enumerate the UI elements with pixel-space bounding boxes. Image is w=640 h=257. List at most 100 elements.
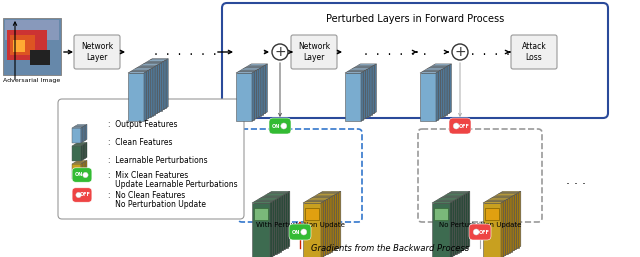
Polygon shape [490, 199, 508, 254]
Polygon shape [452, 200, 454, 257]
Polygon shape [257, 199, 276, 200]
FancyBboxPatch shape [222, 3, 608, 118]
Polygon shape [485, 202, 503, 257]
Polygon shape [245, 67, 263, 68]
Polygon shape [349, 70, 365, 118]
Polygon shape [499, 192, 518, 194]
Polygon shape [74, 126, 84, 127]
Polygon shape [261, 197, 281, 198]
Polygon shape [303, 203, 321, 257]
Polygon shape [510, 197, 512, 253]
Polygon shape [351, 68, 370, 69]
Polygon shape [261, 67, 263, 116]
Polygon shape [150, 60, 166, 108]
Polygon shape [433, 65, 449, 113]
Polygon shape [434, 202, 452, 257]
Polygon shape [431, 67, 447, 115]
Polygon shape [77, 160, 87, 161]
Polygon shape [148, 60, 166, 61]
Polygon shape [265, 64, 268, 113]
Polygon shape [270, 202, 272, 257]
Polygon shape [499, 194, 516, 249]
Polygon shape [74, 163, 83, 178]
Polygon shape [247, 67, 263, 115]
Polygon shape [420, 72, 438, 73]
Polygon shape [351, 69, 367, 117]
Bar [5, 20, 59, 40]
Polygon shape [436, 199, 456, 200]
Polygon shape [83, 144, 84, 160]
Text: . . .: . . . [566, 173, 586, 187]
FancyBboxPatch shape [72, 168, 92, 182]
Polygon shape [254, 70, 257, 120]
Polygon shape [438, 70, 440, 120]
Polygon shape [465, 192, 468, 249]
Polygon shape [374, 64, 376, 113]
Polygon shape [332, 195, 334, 252]
Polygon shape [354, 68, 370, 116]
Polygon shape [450, 191, 470, 192]
Polygon shape [438, 199, 456, 254]
Polygon shape [283, 194, 285, 250]
FancyBboxPatch shape [289, 224, 311, 240]
Polygon shape [307, 199, 328, 200]
Polygon shape [443, 68, 445, 117]
Polygon shape [434, 200, 454, 202]
Polygon shape [86, 142, 87, 158]
Polygon shape [347, 72, 364, 120]
Polygon shape [305, 202, 323, 257]
Polygon shape [337, 192, 339, 249]
Polygon shape [279, 197, 281, 253]
Polygon shape [436, 72, 438, 121]
Polygon shape [75, 161, 86, 162]
Polygon shape [496, 195, 514, 250]
FancyBboxPatch shape [469, 224, 491, 240]
Polygon shape [500, 192, 518, 247]
Polygon shape [148, 61, 164, 109]
Polygon shape [77, 142, 87, 143]
Polygon shape [312, 198, 330, 253]
Text: OFF: OFF [478, 230, 489, 234]
Polygon shape [483, 203, 501, 257]
FancyBboxPatch shape [58, 99, 244, 219]
FancyBboxPatch shape [418, 129, 542, 222]
Text: . . . . . .: . . . . . . [458, 47, 522, 57]
Polygon shape [254, 200, 275, 202]
Polygon shape [137, 68, 153, 116]
Bar [434, 208, 448, 220]
Polygon shape [459, 197, 461, 253]
Polygon shape [420, 73, 436, 121]
Polygon shape [307, 200, 325, 255]
Polygon shape [372, 65, 374, 115]
Text: :  Mix Clean Features: : Mix Clean Features [108, 171, 188, 180]
Polygon shape [325, 199, 328, 255]
Polygon shape [75, 162, 84, 177]
Polygon shape [257, 200, 275, 255]
Polygon shape [153, 67, 155, 116]
Polygon shape [361, 72, 364, 121]
Polygon shape [438, 198, 459, 199]
Polygon shape [449, 64, 451, 113]
Polygon shape [86, 160, 87, 176]
Polygon shape [492, 197, 512, 198]
Polygon shape [259, 68, 261, 117]
Bar [30, 50, 50, 65]
FancyBboxPatch shape [74, 35, 120, 69]
Polygon shape [245, 68, 261, 116]
Polygon shape [424, 69, 443, 70]
Polygon shape [72, 163, 83, 164]
Text: :  Output Features: : Output Features [108, 120, 177, 129]
Polygon shape [130, 72, 146, 120]
Polygon shape [144, 72, 146, 121]
Polygon shape [432, 203, 450, 257]
Polygon shape [424, 70, 440, 118]
Polygon shape [72, 164, 81, 179]
Bar [305, 208, 319, 220]
Text: Attack
Loss: Attack Loss [522, 42, 547, 62]
Polygon shape [347, 70, 365, 72]
Polygon shape [305, 200, 325, 202]
Polygon shape [443, 197, 461, 252]
Polygon shape [132, 70, 148, 118]
Polygon shape [269, 192, 287, 247]
Text: Update Learnable Perturbations: Update Learnable Perturbations [108, 180, 237, 189]
